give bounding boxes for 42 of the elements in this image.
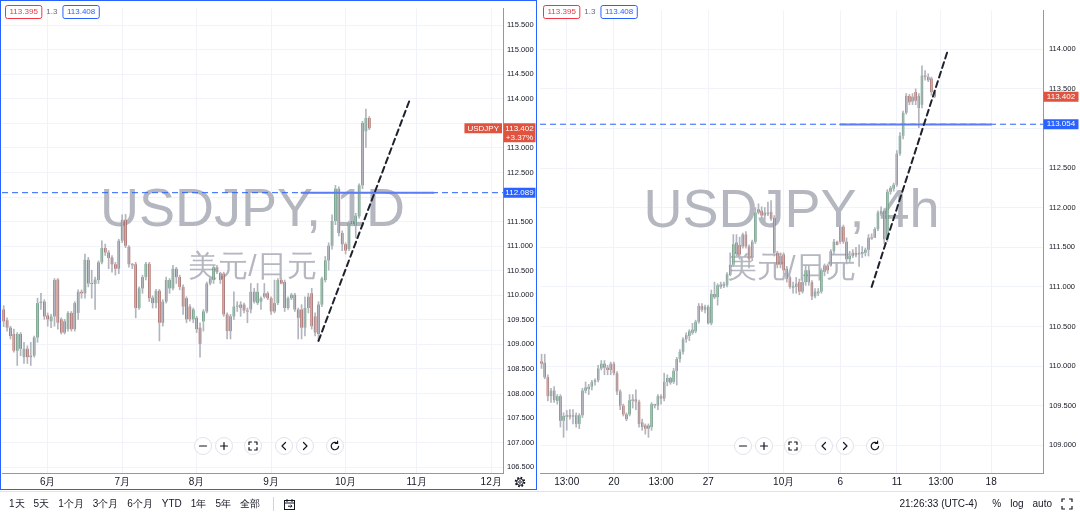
annotation: USDJPY (467, 123, 500, 133)
text: 1个月 (58, 498, 84, 510)
x-tick-label: 27 (702, 475, 715, 487)
annotation: 1.3 (584, 7, 596, 17)
x-tick-label: 13:00 (648, 475, 674, 487)
x-tick-label: 7月 (114, 475, 130, 487)
text: 113.402 (1046, 92, 1076, 102)
x-tick-label: 20 (608, 475, 620, 487)
text: 113.402 (505, 123, 535, 133)
text: % (992, 498, 1002, 510)
text: log (1010, 498, 1024, 510)
x-tick-label: 6月 (39, 475, 56, 487)
x-tick-label: 12月 (480, 475, 502, 487)
annotation: 113.395 (9, 7, 39, 17)
annotation: 1.3 (46, 7, 58, 17)
text: auto (1032, 498, 1052, 510)
x-tick-label: 10月 (773, 475, 795, 487)
text: +3.37% (505, 132, 534, 142)
x-tick-label: 13:00 (554, 475, 580, 487)
text: 6个月 (127, 498, 153, 510)
text: YTD (161, 498, 182, 510)
x-tick-label: 6 (837, 475, 844, 487)
annotation: 113.408 (66, 7, 96, 17)
x-tick-label: 11月 (406, 475, 427, 487)
text: 5天 (33, 498, 50, 510)
x-tick-label: 10月 (335, 475, 357, 487)
text: 美元/日元 (188, 249, 317, 283)
x-tick-label: 8月 (188, 475, 205, 487)
ref-line-label: 113.054 (1046, 119, 1076, 129)
text: 5年 (215, 498, 231, 510)
x-tick-label: 13:00 (928, 475, 954, 487)
text: 3个月 (92, 498, 119, 510)
text: 全部 (239, 498, 260, 510)
ref-line-label: 112.089 (505, 187, 535, 197)
x-tick-label: 9月 (263, 475, 279, 487)
annotation: 113.408 (604, 7, 634, 17)
text: 1年 (190, 498, 207, 510)
annotation: 113.395 (547, 7, 577, 17)
x-tick-label: 11 (891, 475, 903, 487)
text: 21:26:33 (UTC-4) (899, 498, 978, 510)
text: 1天 (9, 498, 25, 510)
x-tick-label: 18 (985, 475, 998, 487)
